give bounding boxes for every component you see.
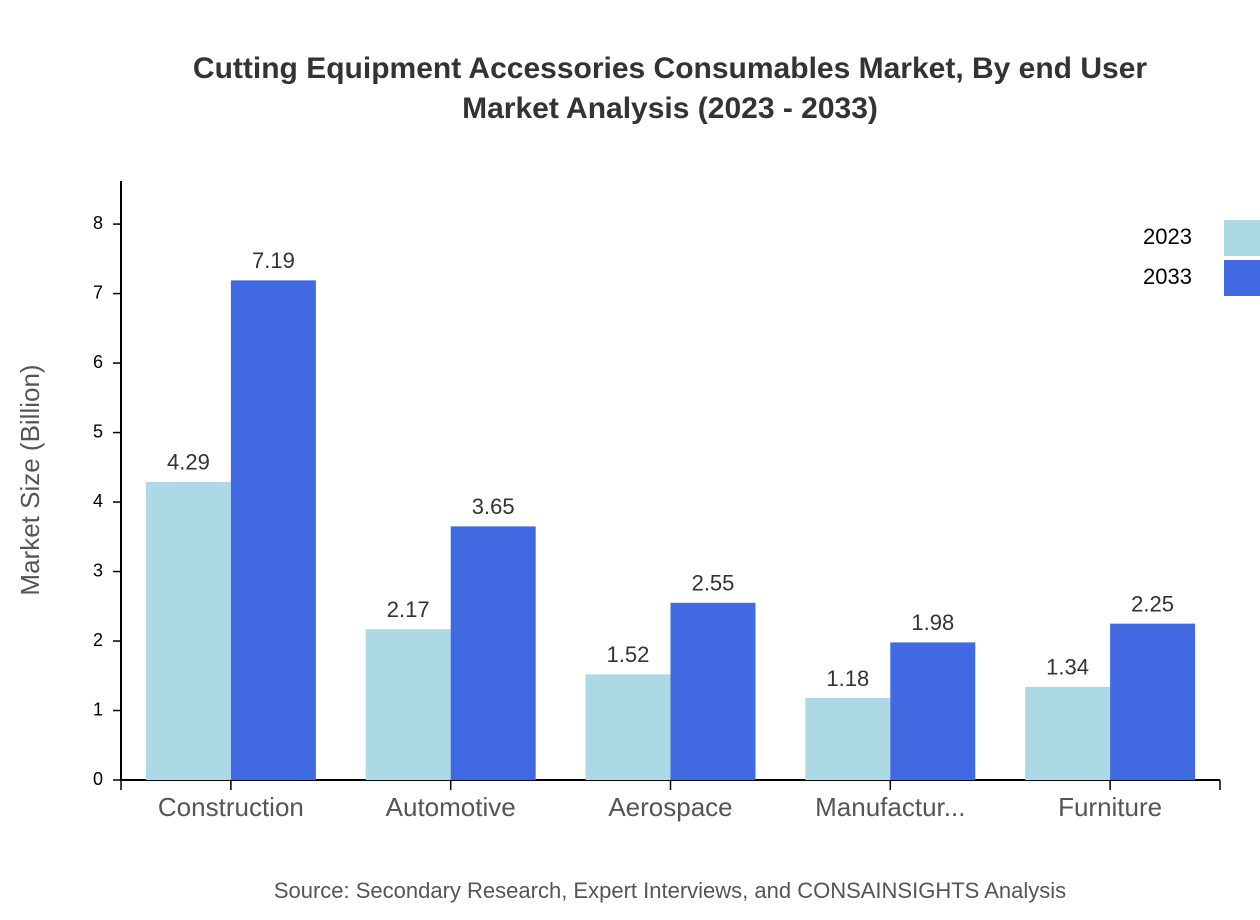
chart-title: Market Analysis (2023 - 2033)	[462, 92, 878, 125]
x-tick-label: Manufactur...	[815, 792, 965, 822]
value-label: 4.29	[167, 450, 210, 475]
y-tick-label: 7	[93, 282, 103, 302]
source-note: Source: Secondary Research, Expert Inter…	[274, 878, 1066, 903]
bar	[145, 481, 231, 780]
y-tick-label: 5	[93, 421, 103, 441]
bar	[805, 698, 891, 780]
bar	[230, 280, 316, 780]
x-tick-label: Automotive	[386, 792, 516, 822]
value-label: 1.18	[826, 666, 869, 691]
bar	[1025, 686, 1111, 780]
value-label: 2.25	[1131, 591, 1174, 616]
value-label: 7.19	[252, 248, 295, 273]
y-tick-label: 4	[93, 491, 103, 511]
x-tick-label: Furniture	[1058, 792, 1162, 822]
value-label: 3.65	[472, 494, 515, 519]
legend-swatch	[1224, 220, 1260, 256]
legend-swatch	[1224, 260, 1260, 296]
chart-title: Cutting Equipment Accessories Consumable…	[193, 52, 1147, 85]
value-label: 1.98	[911, 610, 954, 635]
bar	[450, 526, 536, 780]
y-tick-label: 0	[93, 769, 103, 789]
value-label: 1.34	[1046, 655, 1089, 680]
y-tick-label: 3	[93, 560, 103, 580]
bar	[365, 629, 451, 780]
bar	[585, 674, 671, 780]
y-tick-label: 1	[93, 699, 103, 719]
legend-label: 2023	[1143, 224, 1192, 249]
y-tick-label: 2	[93, 630, 103, 650]
y-tick-label: 8	[93, 213, 103, 233]
x-tick-label: Aerospace	[608, 792, 732, 822]
y-tick-label: 6	[93, 352, 103, 372]
value-label: 2.55	[692, 571, 735, 596]
value-label: 1.52	[607, 642, 650, 667]
bar	[1110, 623, 1196, 780]
bar	[670, 602, 756, 780]
legend-label: 2033	[1143, 264, 1192, 289]
value-label: 2.17	[387, 597, 430, 622]
x-tick-label: Construction	[158, 792, 304, 822]
bar	[890, 642, 976, 780]
y-axis-label: Market Size (Billion)	[15, 364, 45, 595]
